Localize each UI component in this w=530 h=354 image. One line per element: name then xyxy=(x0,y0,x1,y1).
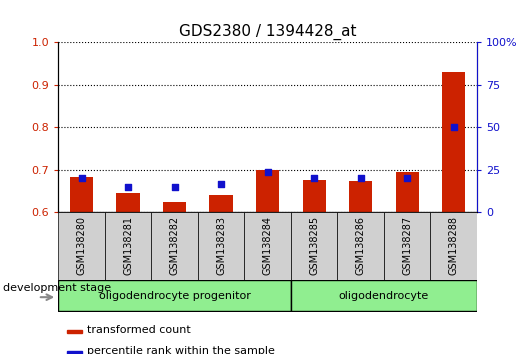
Bar xyxy=(338,212,384,280)
Text: GSM138280: GSM138280 xyxy=(76,216,86,275)
Point xyxy=(263,169,272,175)
Text: GSM138284: GSM138284 xyxy=(263,216,272,275)
Text: development stage: development stage xyxy=(3,282,111,293)
Point xyxy=(357,176,365,181)
Bar xyxy=(303,180,326,212)
Text: GSM138282: GSM138282 xyxy=(170,216,180,275)
Bar xyxy=(58,280,291,311)
Point xyxy=(403,176,411,181)
Title: GDS2380 / 1394428_at: GDS2380 / 1394428_at xyxy=(179,23,356,40)
Bar xyxy=(152,212,198,280)
Bar xyxy=(384,212,430,280)
Bar xyxy=(198,212,244,280)
Bar xyxy=(430,212,477,280)
Bar xyxy=(256,170,279,212)
Point xyxy=(124,184,132,190)
Text: GSM138287: GSM138287 xyxy=(402,216,412,275)
Text: transformed count: transformed count xyxy=(87,325,190,335)
Bar xyxy=(67,351,82,354)
Bar xyxy=(244,212,291,280)
Bar xyxy=(70,177,93,212)
Text: oligodendrocyte: oligodendrocyte xyxy=(339,291,429,301)
Bar xyxy=(117,193,140,212)
Point xyxy=(217,181,225,186)
Bar xyxy=(349,181,372,212)
Bar xyxy=(67,330,82,333)
Text: GSM138288: GSM138288 xyxy=(449,216,459,275)
Bar xyxy=(209,195,233,212)
Point xyxy=(77,176,86,181)
Bar xyxy=(105,212,152,280)
Bar xyxy=(291,280,477,311)
Point xyxy=(170,184,179,190)
Text: GSM138286: GSM138286 xyxy=(356,216,366,275)
Point xyxy=(310,176,319,181)
Bar xyxy=(291,212,338,280)
Text: GSM138281: GSM138281 xyxy=(123,216,133,275)
Bar xyxy=(395,172,419,212)
Text: GSM138283: GSM138283 xyxy=(216,216,226,275)
Text: percentile rank within the sample: percentile rank within the sample xyxy=(87,346,275,354)
Bar xyxy=(58,212,105,280)
Text: GSM138285: GSM138285 xyxy=(309,216,319,275)
Point xyxy=(449,125,458,130)
Bar xyxy=(442,72,465,212)
Bar xyxy=(163,202,186,212)
Text: oligodendrocyte progenitor: oligodendrocyte progenitor xyxy=(99,291,251,301)
